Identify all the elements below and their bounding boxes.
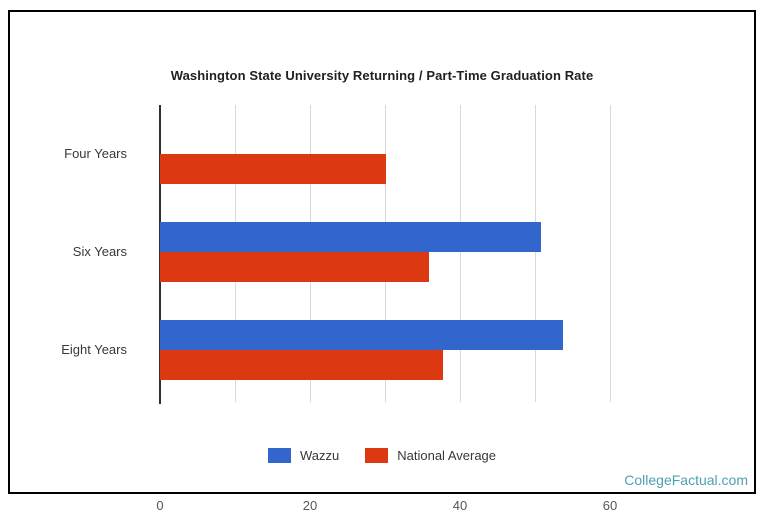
gridline-x-60 xyxy=(610,105,611,402)
x-tick-label-20: 20 xyxy=(302,498,318,513)
legend-swatch-wazzu xyxy=(267,448,291,463)
chart-frame: Washington State University Returning / … xyxy=(8,10,756,513)
x-tick-label-0: 0 xyxy=(156,498,164,513)
category-label-four-years: Four Years xyxy=(64,146,127,161)
legend-swatch-national-average xyxy=(365,448,389,463)
x-tick-label-40: 40 xyxy=(452,498,468,513)
bar-national-average-six-years xyxy=(160,252,429,282)
legend: Wazzu National Average xyxy=(10,448,754,463)
bar-wazzu-six-years xyxy=(160,222,541,252)
plot-area: Four Years Six Years Eight Years 0 20 40 60 xyxy=(61,105,735,513)
bar-national-average-eight-years xyxy=(160,350,443,380)
category-label-six-years: Six Years xyxy=(72,244,127,259)
gridline-x-50 xyxy=(535,105,536,402)
legend-item-wazzu: Wazzu xyxy=(267,448,340,463)
x-tick-label-60: 60 xyxy=(602,498,618,513)
bar-wazzu-eight-years xyxy=(160,320,563,350)
bar-national-average-four-years xyxy=(160,154,386,184)
watermark-link[interactable]: CollegeFactual.com xyxy=(624,472,748,488)
category-label-eight-years: Eight Years xyxy=(61,342,127,357)
legend-item-national-average: National Average xyxy=(365,448,496,463)
gridline-x-40 xyxy=(460,105,461,402)
legend-label: Wazzu xyxy=(299,448,340,463)
legend-label: National Average xyxy=(397,448,497,463)
chart-title: Washington State University Returning / … xyxy=(170,68,594,83)
